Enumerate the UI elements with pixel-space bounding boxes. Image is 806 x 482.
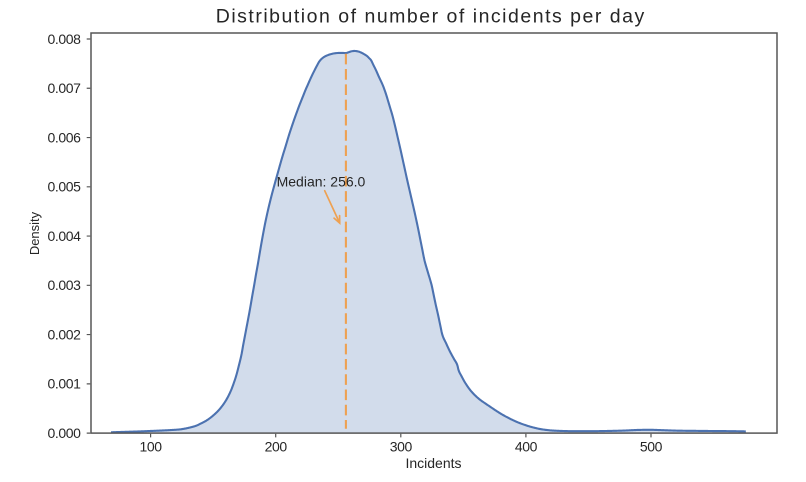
svg-text:300: 300 bbox=[390, 438, 413, 454]
svg-text:0.007: 0.007 bbox=[47, 80, 81, 96]
svg-text:0.000: 0.000 bbox=[47, 425, 81, 441]
svg-text:0.005: 0.005 bbox=[47, 179, 81, 195]
svg-text:0.006: 0.006 bbox=[47, 129, 81, 145]
svg-text:0.004: 0.004 bbox=[47, 228, 81, 244]
svg-text:Density: Density bbox=[27, 211, 42, 255]
svg-text:500: 500 bbox=[640, 438, 663, 454]
svg-text:100: 100 bbox=[140, 438, 163, 454]
svg-text:0.008: 0.008 bbox=[47, 31, 81, 47]
svg-text:0.003: 0.003 bbox=[47, 277, 81, 293]
svg-text:Incidents: Incidents bbox=[405, 455, 461, 471]
svg-text:Median: 256.0: Median: 256.0 bbox=[277, 174, 366, 190]
svg-text:0.002: 0.002 bbox=[47, 326, 81, 342]
svg-text:Distribution of number of inci: Distribution of number of incidents per … bbox=[216, 5, 645, 27]
svg-text:200: 200 bbox=[265, 438, 288, 454]
svg-text:400: 400 bbox=[515, 438, 538, 454]
svg-text:0.001: 0.001 bbox=[47, 376, 81, 392]
